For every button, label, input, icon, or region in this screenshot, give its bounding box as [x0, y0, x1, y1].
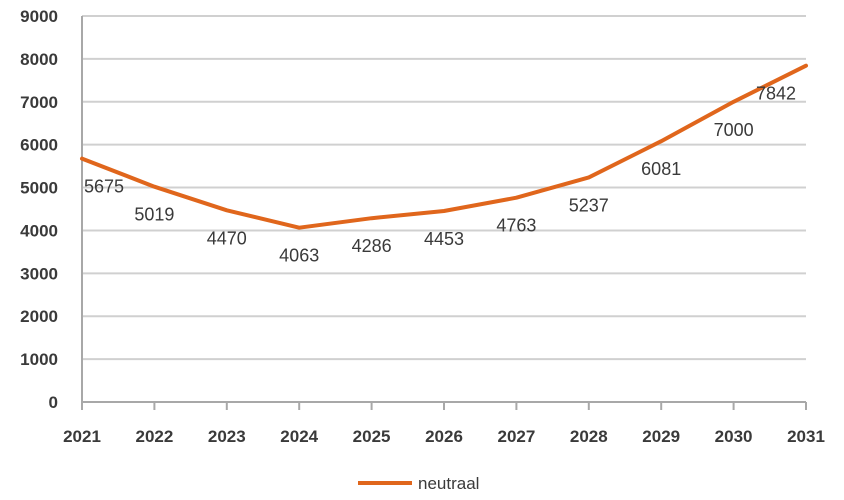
x-tick-label: 2023: [208, 427, 246, 446]
y-tick-label: 6000: [20, 136, 58, 155]
data-label: 5675: [84, 177, 124, 197]
y-tick-label: 9000: [20, 7, 58, 26]
grid-lines: [82, 15, 806, 361]
data-label: 5019: [134, 205, 174, 225]
data-label: 4470: [207, 228, 247, 248]
data-label: 4763: [496, 216, 536, 236]
x-tick-label: 2027: [497, 427, 535, 446]
y-tick-label: 1000: [20, 350, 58, 369]
data-label: 4063: [279, 246, 319, 266]
data-labels: 5675 5019 4470 4063 4286 4453 4763 5237 6081 7000…: [84, 84, 796, 266]
x-tick-label: 2024: [280, 427, 318, 446]
x-tick-label: 2022: [135, 427, 173, 446]
series-lines: [80, 63, 808, 230]
y-tick-label: 8000: [20, 50, 58, 69]
x-tick-label: 2025: [353, 427, 391, 446]
y-axis-tick-labels: 0 1000 2000 3000 4000 5000 6000 7000 8000 9000: [20, 7, 58, 412]
data-label: 6081: [641, 159, 681, 179]
legend-label-neutraal: neutraal: [418, 474, 479, 493]
y-tick-label: 4000: [20, 221, 58, 240]
axes: [81, 16, 807, 410]
y-tick-label: 0: [49, 393, 58, 412]
x-tick-label: 2031: [787, 427, 825, 446]
x-tick-label: 2028: [570, 427, 608, 446]
y-tick-label: 2000: [20, 307, 58, 326]
x-tick-label: 2021: [63, 427, 101, 446]
data-label: 5237: [569, 195, 609, 215]
data-label: 7842: [756, 84, 796, 104]
y-tick-label: 5000: [20, 179, 58, 198]
x-tick-label: 2030: [715, 427, 753, 446]
series-line-neutraal: [80, 63, 808, 230]
data-label: 7000: [714, 120, 754, 140]
legend: neutraal: [358, 474, 479, 493]
y-tick-label: 7000: [20, 93, 58, 112]
x-axis-tick-labels: 2021 2022 2023 2024 2025 2026 2027 2028 2029 2030…: [63, 427, 825, 446]
data-label: 4453: [424, 229, 464, 249]
x-tick-label: 2029: [642, 427, 680, 446]
x-tick-label: 2026: [425, 427, 463, 446]
data-label: 4286: [352, 236, 392, 256]
y-tick-label: 3000: [20, 264, 58, 283]
